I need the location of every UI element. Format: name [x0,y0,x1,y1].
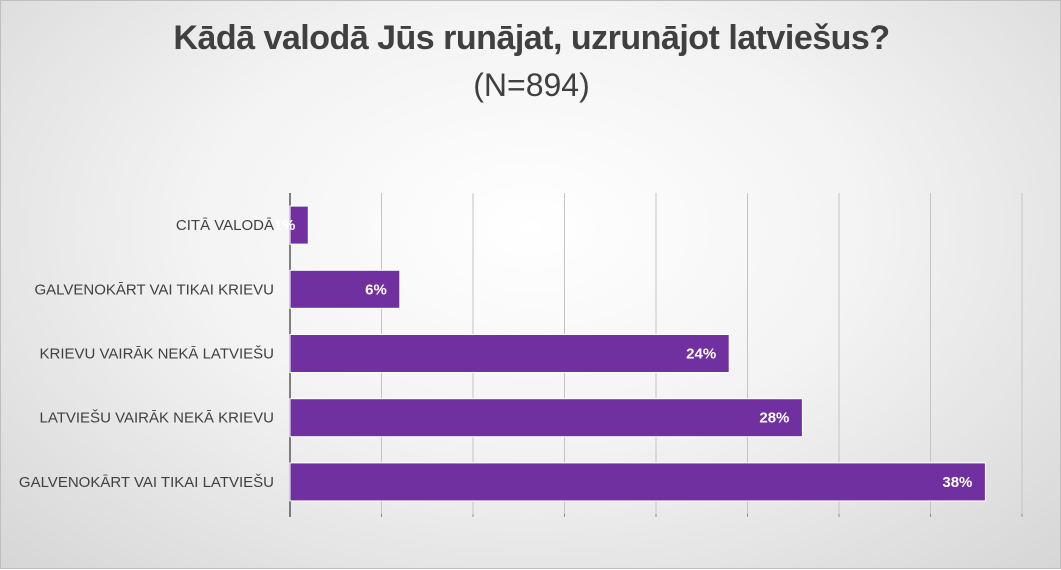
chart-subtitle: (N=894) [473,67,590,103]
data-label: 28% [759,410,789,427]
category-label: GALVENOKĀRT VAI TIKAI LATVIEŠU [19,474,274,491]
category-label: GALVENOKĀRT VAI TIKAI KRIEVU [34,281,274,298]
bar [289,269,401,309]
data-label: 24% [686,346,716,363]
data-label: 1% [274,217,296,234]
category-label: LATVIEŠU VAIRĀK NEKĀ KRIEVU [39,410,274,427]
chart-title: Kādā valodā Jūs runājat, uzrunājot latvi… [173,19,890,57]
bar [289,462,986,502]
bar [289,334,730,373]
bar [289,205,309,245]
data-label: 38% [942,474,972,491]
category-label: CITĀ VALODĀ [176,217,274,234]
data-label: 6% [365,281,387,298]
category-label: KRIEVU VAIRĀK NEKĀ LATVIEŠU [39,346,274,363]
bar [289,398,803,438]
